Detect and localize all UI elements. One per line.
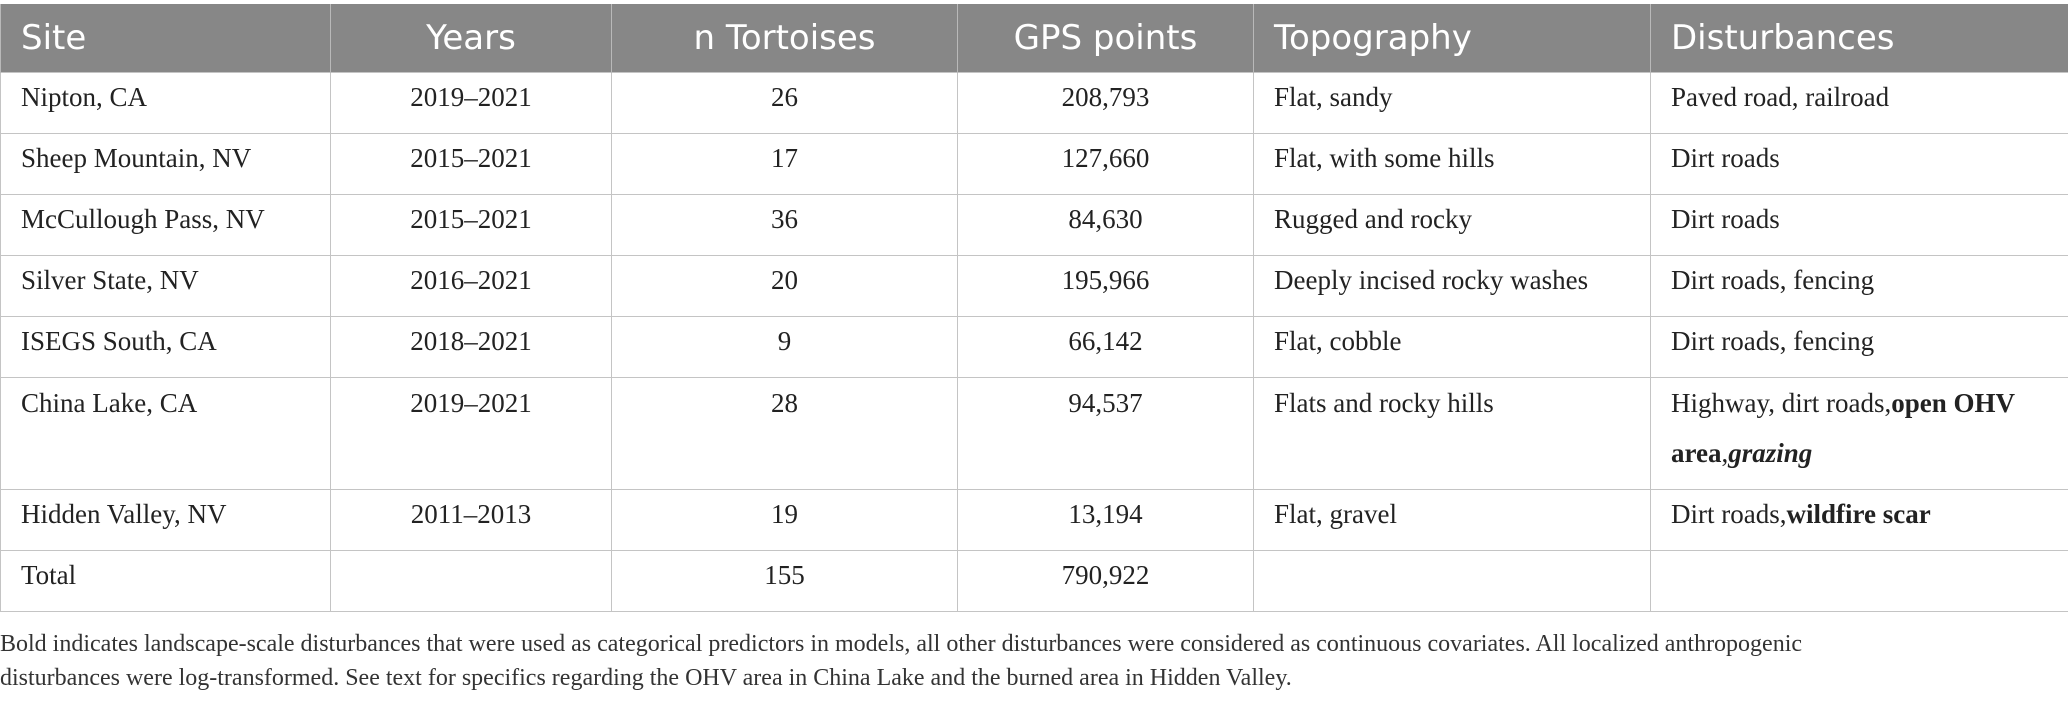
cell-site: Sheep Mountain, NV [0,133,331,195]
header-row: Site Years n Tortoises GPS points Topogr… [0,4,2068,73]
cell-gps-points: 66,142 [957,316,1254,378]
cell-years: 2016–2021 [330,255,612,317]
cell-gps-points: 13,194 [957,489,1254,551]
disturbance-text: , [1721,438,1729,468]
data-table-container: Site Years n Tortoises GPS points Topogr… [0,4,2068,612]
cell-n-tortoises: 26 [611,72,958,134]
disturbance-landscape-scale: grazing [1728,438,1813,468]
table-header: Site Years n Tortoises GPS points Topogr… [0,4,2068,73]
cell-site: ISEGS South, CA [0,316,331,378]
cell-disturbances [1650,550,2068,612]
cell-gps-points: 94,537 [957,377,1254,490]
tortoise-sites-table: Site Years n Tortoises GPS points Topogr… [0,4,2068,612]
disturbance-text: Dirt roads, fencing [1671,265,1875,295]
disturbance-text: Dirt roads [1671,143,1780,173]
disturbance-text: Paved road, railroad [1671,82,1890,112]
disturbance-landscape-scale: wildfire scar [1786,499,1931,529]
disturbance-text: Dirt roads [1671,204,1780,234]
header-disturbances: Disturbances [1650,4,2068,73]
header-gps-points: GPS points [957,4,1254,73]
cell-topography: Deeply incised rocky washes [1253,255,1651,317]
cell-topography: Flat, gravel [1253,489,1651,551]
cell-topography [1253,550,1651,612]
table-row: China Lake, CA 2019–2021 28 94,537 Flats and… [0,377,2068,490]
cell-years: 2019–2021 [330,377,612,490]
table-body: Nipton, CA 2019–2021 26 208,793 Flat, sandy P… [0,72,2068,612]
header-n-tortoises: n Tortoises [611,4,958,73]
cell-site: Total [0,550,331,612]
table-row: Hidden Valley, NV 2011–2013 19 13,194 Flat, … [0,489,2068,551]
cell-n-tortoises: 36 [611,194,958,256]
table-row: Total 155 790,922 [0,550,2068,612]
cell-gps-points: 195,966 [957,255,1254,317]
table-row: ISEGS South, CA 2018–2021 9 66,142 Flat, cob… [0,316,2068,378]
cell-disturbances: Dirt roads, fencing [1650,255,2068,317]
cell-topography: Flats and rocky hills [1253,377,1651,490]
cell-n-tortoises: 9 [611,316,958,378]
cell-years: 2018–2021 [330,316,612,378]
cell-years: 2019–2021 [330,72,612,134]
cell-gps-points: 208,793 [957,72,1254,134]
disturbance-text: Highway, dirt roads, [1671,388,1892,418]
cell-topography: Flat, cobble [1253,316,1651,378]
cell-n-tortoises: 155 [611,550,958,612]
cell-topography: Flat, sandy [1253,72,1651,134]
table-row: Nipton, CA 2019–2021 26 208,793 Flat, sandy P… [0,72,2068,134]
cell-disturbances: Dirt roads [1650,194,2068,256]
footnote-line-2: disturbances were log-transformed. See t… [0,665,1292,691]
cell-n-tortoises: 19 [611,489,958,551]
cell-topography: Flat, with some hills [1253,133,1651,195]
cell-site: Nipton, CA [0,72,331,134]
cell-years [330,550,612,612]
cell-disturbances: Dirt roads, fencing [1650,316,2068,378]
cell-gps-points: 127,660 [957,133,1254,195]
table-row: Sheep Mountain, NV 2015–2021 17 127,660 Flat… [0,133,2068,195]
cell-disturbances: Dirt roads,wildfire scar [1650,489,2068,551]
cell-gps-points: 84,630 [957,194,1254,256]
table-footnote: Bold indicates landscape-scale disturban… [0,627,2068,695]
cell-disturbances: Paved road, railroad [1650,72,2068,134]
table-row: Silver State, NV 2016–2021 20 195,966 Deeply… [0,255,2068,317]
cell-years: 2011–2013 [330,489,612,551]
cell-disturbances: Highway, dirt roads,open OHV area,grazin… [1650,377,2068,490]
footnote-line-1: Bold indicates landscape-scale disturban… [0,631,1803,657]
cell-site: China Lake, CA [0,377,331,490]
cell-gps-points: 790,922 [957,550,1254,612]
cell-topography: Rugged and rocky [1253,194,1651,256]
cell-n-tortoises: 20 [611,255,958,317]
header-topography: Topography [1253,4,1651,73]
cell-years: 2015–2021 [330,133,612,195]
cell-n-tortoises: 28 [611,377,958,490]
disturbance-landscape-scale: open OHV area [1671,388,2015,468]
disturbance-text: Dirt roads, fencing [1671,326,1875,356]
table-row: McCullough Pass, NV 2015–2021 36 84,630 Rugg… [0,194,2068,256]
cell-site: Silver State, NV [0,255,331,317]
disturbance-text: Dirt roads, [1671,499,1787,529]
cell-years: 2015–2021 [330,194,612,256]
header-years: Years [330,4,612,73]
cell-n-tortoises: 17 [611,133,958,195]
header-site: Site [0,4,331,73]
cell-site: McCullough Pass, NV [0,194,331,256]
cell-disturbances: Dirt roads [1650,133,2068,195]
cell-site: Hidden Valley, NV [0,489,331,551]
